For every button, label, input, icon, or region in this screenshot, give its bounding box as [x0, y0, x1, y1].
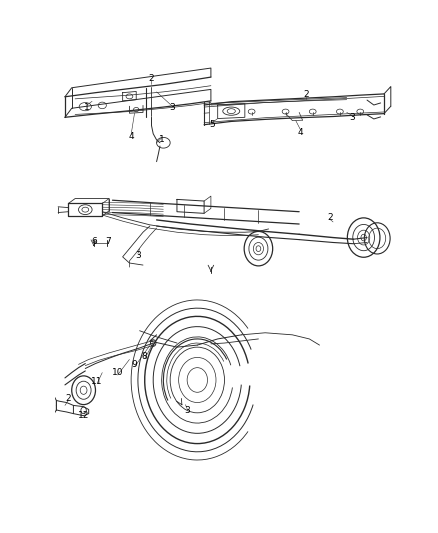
Text: 4: 4: [128, 132, 134, 141]
Text: 3: 3: [184, 406, 190, 415]
Text: 2: 2: [66, 394, 71, 403]
Text: 2: 2: [327, 213, 332, 222]
Text: 9: 9: [132, 360, 138, 369]
Text: 2: 2: [148, 74, 154, 83]
Text: 3: 3: [349, 113, 355, 122]
Text: 12: 12: [78, 411, 89, 420]
Text: 10: 10: [112, 368, 124, 377]
Text: 1: 1: [84, 102, 90, 111]
Text: 2: 2: [303, 90, 309, 99]
Text: 1: 1: [159, 135, 165, 144]
Text: 4: 4: [298, 128, 304, 137]
Text: 3: 3: [169, 103, 175, 112]
Text: 5: 5: [210, 120, 215, 129]
Text: 6: 6: [91, 237, 97, 246]
Text: 8: 8: [142, 352, 148, 361]
Text: 3: 3: [135, 251, 141, 260]
Text: 7: 7: [105, 237, 111, 246]
Text: 11: 11: [92, 377, 103, 386]
